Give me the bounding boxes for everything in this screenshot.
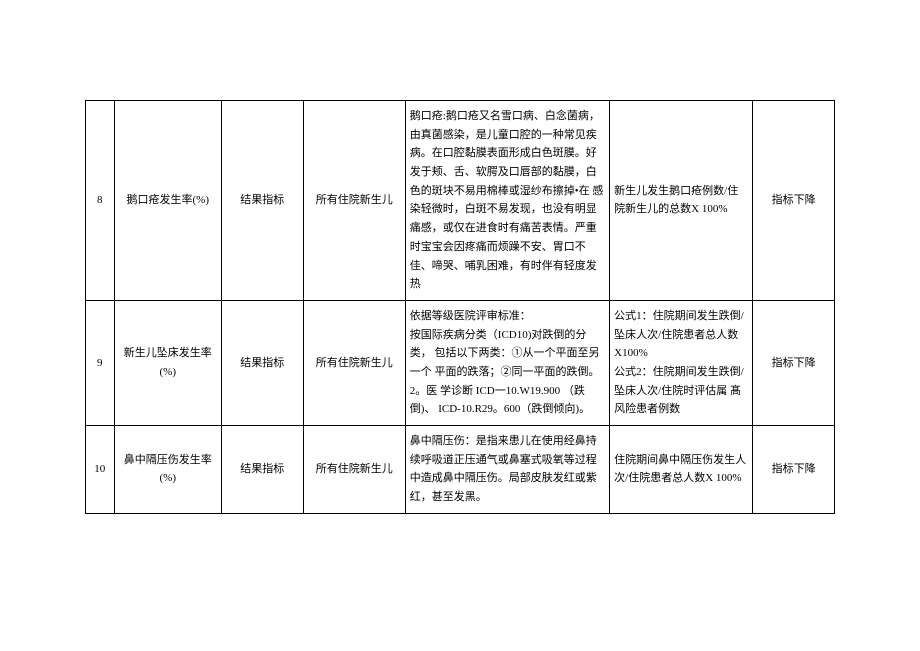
indicator-name: 鹅口疮发生率(%): [114, 101, 221, 301]
indicator-name: 鼻中隔压伤发生率(%): [114, 426, 221, 514]
indicator-trend: 指标下降: [753, 300, 835, 425]
indicator-scope: 所有住院新生儿: [303, 101, 405, 301]
indicator-scope: 所有住院新生儿: [303, 300, 405, 425]
indicator-name: 新生儿坠床发生率(%): [114, 300, 221, 425]
indicator-scope: 所有住院新生儿: [303, 426, 405, 514]
indicator-desc: 鼻中隔压伤：是指来患儿在使用经鼻持续呼吸道正压通气或鼻塞式吸氧等过程中造成鼻中隔…: [405, 426, 609, 514]
indicator-trend: 指标下降: [753, 426, 835, 514]
indicator-type: 结果指标: [221, 101, 303, 301]
row-number: 9: [86, 300, 115, 425]
indicator-formula: 公式1：住院期间发生跌倒/坠床人次/住院患者总人数X100%公式2：住院期间发生…: [610, 300, 753, 425]
indicator-type: 结果指标: [221, 426, 303, 514]
indicator-trend: 指标下降: [753, 101, 835, 301]
row-number: 8: [86, 101, 115, 301]
indicator-formula: 住院期间鼻中隔压伤发生人次/住院患者总人数X 100%: [610, 426, 753, 514]
indicator-desc: 鹅口疮:鹅口疮又名雪口病、白念菌病， 由真菌感染，是儿童口腔的一种常见疾 病。在…: [405, 101, 609, 301]
indicators-table: 8 鹅口疮发生率(%) 结果指标 所有住院新生儿 鹅口疮:鹅口疮又名雪口病、白念…: [85, 100, 835, 514]
table-row: 8 鹅口疮发生率(%) 结果指标 所有住院新生儿 鹅口疮:鹅口疮又名雪口病、白念…: [86, 101, 835, 301]
table-row: 10 鼻中隔压伤发生率(%) 结果指标 所有住院新生儿 鼻中隔压伤：是指来患儿在…: [86, 426, 835, 514]
indicator-formula: 新生儿发生鹅口疮例数/住院新生儿的总数X 100%: [610, 101, 753, 301]
indicator-type: 结果指标: [221, 300, 303, 425]
indicator-desc: 依据等级医院评审标准：按国际疾病分类（ICD10)对跌倒的分类， 包括以下两类：…: [405, 300, 609, 425]
row-number: 10: [86, 426, 115, 514]
table-row: 9 新生儿坠床发生率(%) 结果指标 所有住院新生儿 依据等级医院评审标准：按国…: [86, 300, 835, 425]
